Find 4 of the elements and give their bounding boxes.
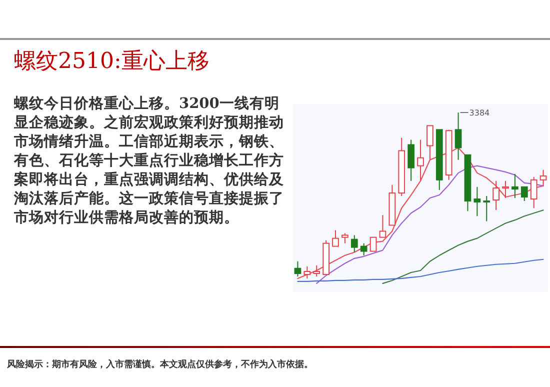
- text: 螺纹今日价格重心上移。3200一线有明显企稳迹象。之前宏观政策利好预期推动市场情绪升温。工信部近期表示，钢铁、有色、石化等十大重点行业稳增长工作方案即将出台，重点强调调结构、优供给及淘汰落后产能。这一政策信号直接提振了市场对行业供需格局改善的预期。: [14, 94, 285, 227]
- text: 螺纹2510:重心上移: [14, 48, 210, 76]
- annotation: 3384: [469, 108, 490, 118]
- text: 风险揭示：期市有风险，入市需谨慎。本文观点仅供参考，不作为入市依据。: [7, 358, 313, 371]
